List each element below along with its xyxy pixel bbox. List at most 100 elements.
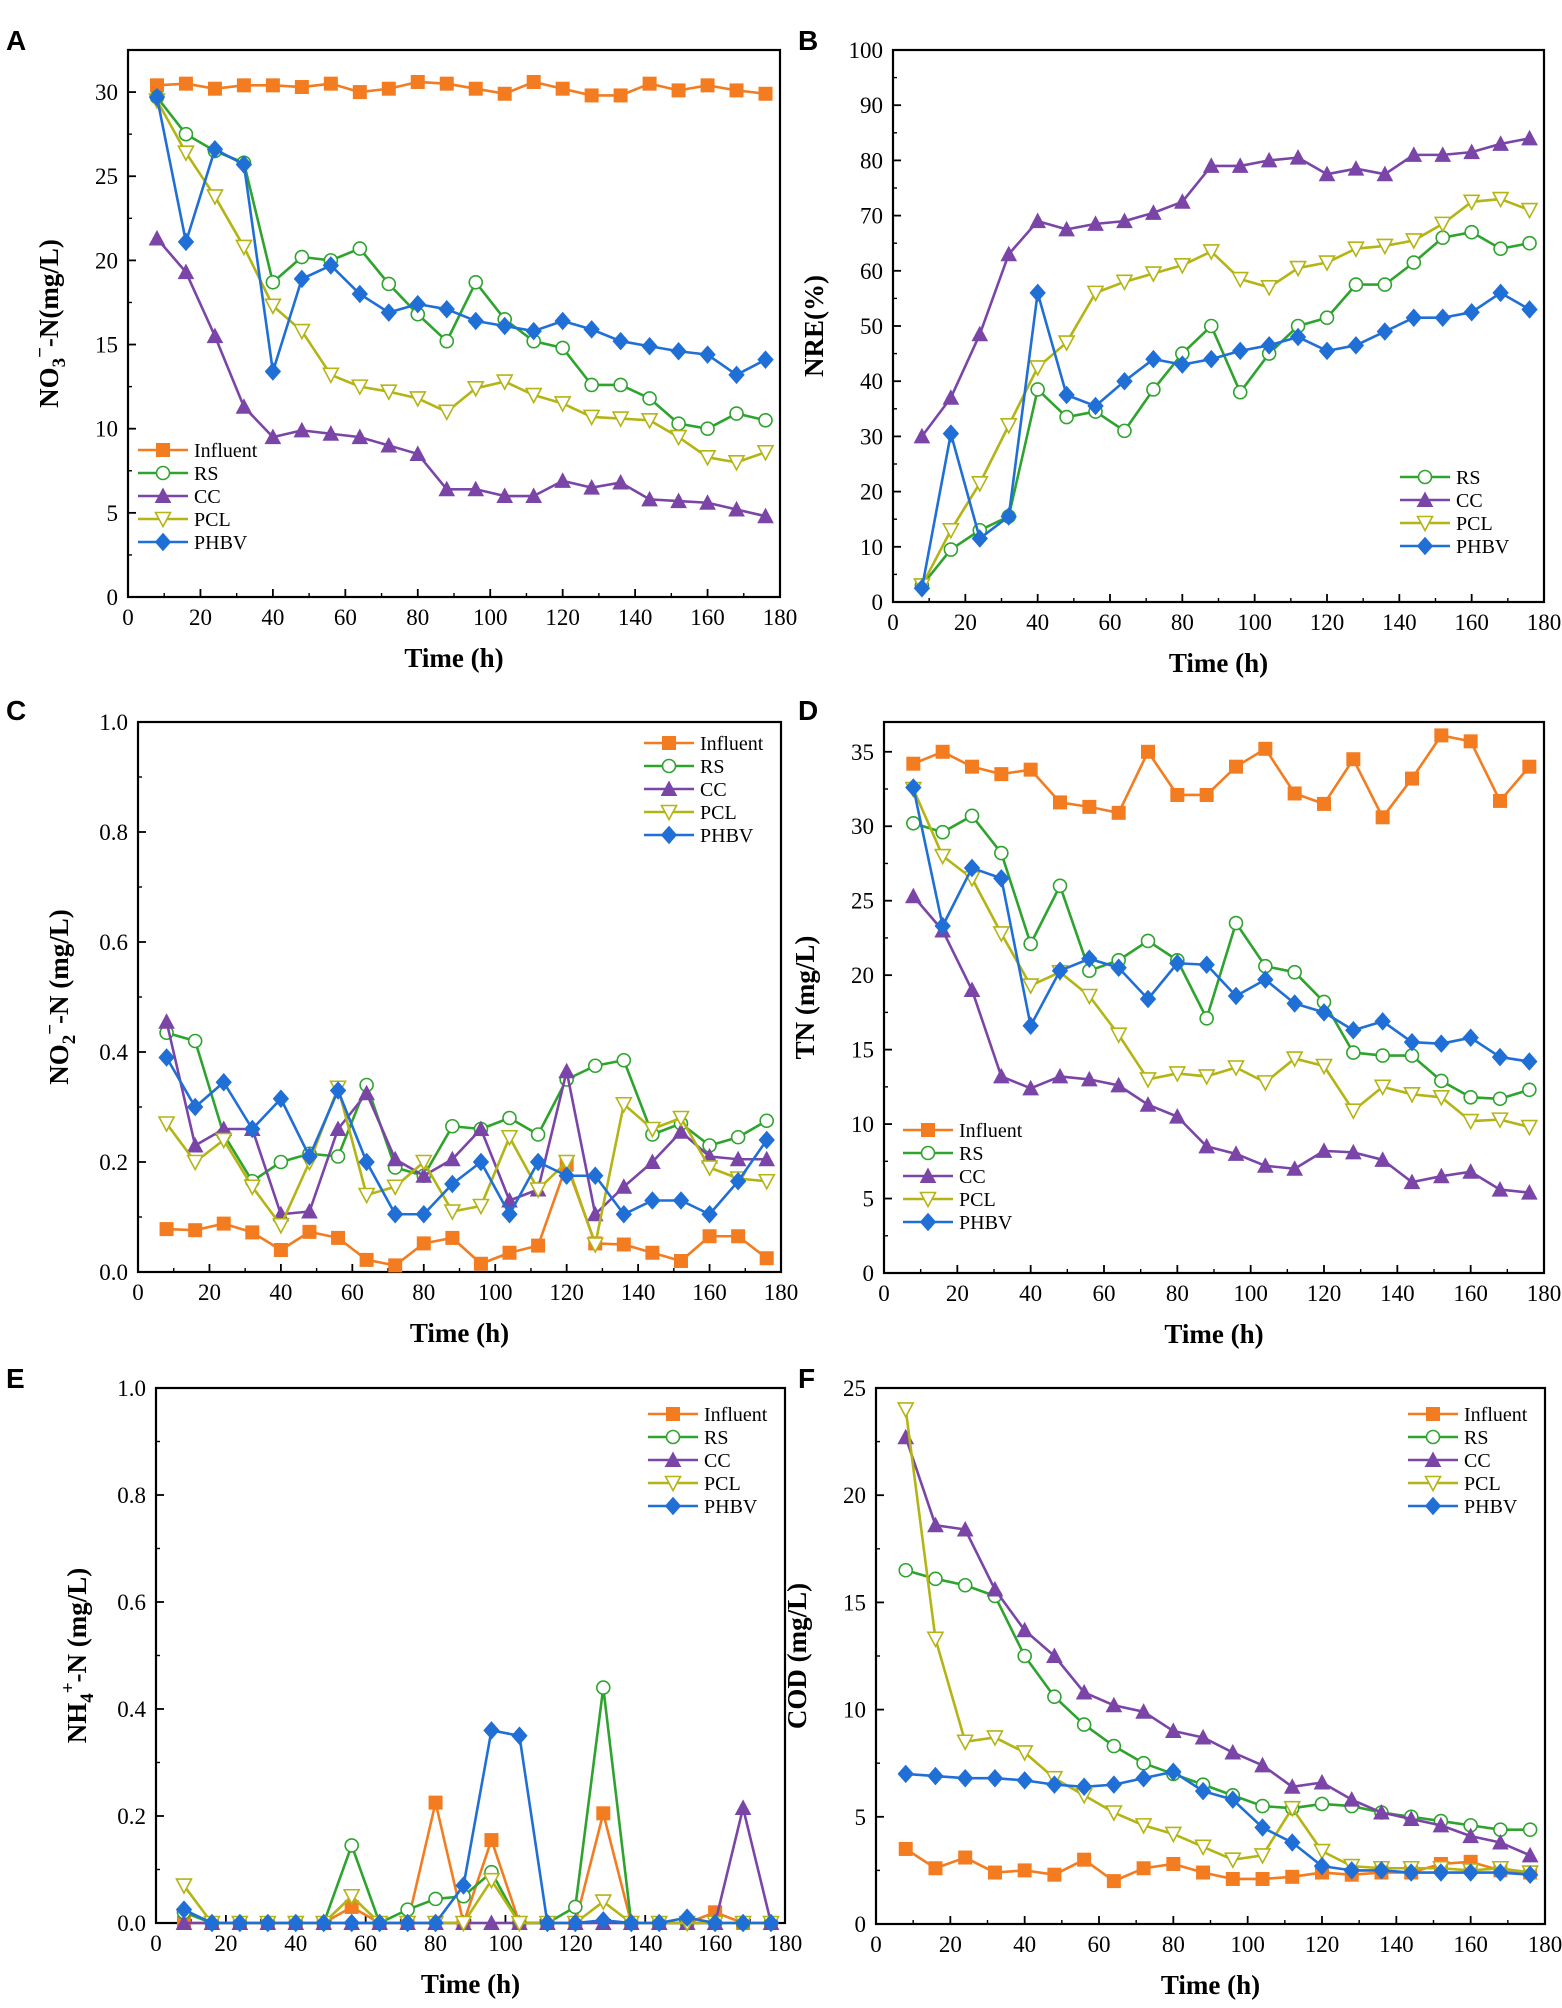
y-tick-label: 0.2 (99, 1150, 128, 1175)
x-tick-label: 180 (1527, 1281, 1562, 1306)
data-point-rs (555, 340, 570, 356)
data-point-influent (484, 1833, 499, 1848)
y-tick-label: 0 (872, 590, 884, 615)
data-point-phbv (177, 232, 195, 252)
data-point-influent (502, 1245, 517, 1260)
data-point-phbv (387, 1204, 404, 1224)
data-point-pcl (466, 380, 485, 398)
data-point-rs (700, 421, 715, 436)
y-axis-title-d: TN (mg/L) (790, 936, 820, 1060)
x-axis-title-f: Time (h) (1161, 1970, 1260, 2000)
data-point-phbv (1165, 1762, 1182, 1782)
data-point-pcl (1373, 1079, 1392, 1097)
x-tick-label: 100 (478, 1280, 513, 1305)
data-point-pcl (414, 1154, 433, 1172)
data-point-phbv (1016, 1771, 1033, 1790)
data-point-influent (1405, 771, 1419, 786)
x-tick-label: 40 (1026, 610, 1049, 635)
series-line-cc (920, 137, 1530, 438)
data-point-pcl (1173, 257, 1192, 275)
x-tick-label: 120 (1310, 610, 1345, 635)
data-point-cc (1260, 151, 1278, 168)
data-point-influent (1317, 796, 1331, 811)
x-tick-label: 140 (618, 605, 653, 630)
data-point-influent (584, 88, 599, 103)
data-point-phbv (343, 1913, 360, 1933)
data-point-cc (554, 472, 572, 488)
data-point-influent (331, 1230, 346, 1245)
data-point-phbv (415, 1204, 432, 1224)
data-point-phbv (259, 1913, 276, 1933)
data-point-cc (175, 1914, 193, 1930)
data-point-influent (596, 1806, 611, 1821)
data-point-cc (927, 1516, 944, 1533)
data-point-phbv (1284, 1833, 1301, 1852)
series-line-pcl (912, 788, 1530, 1129)
data-point-rs (1017, 1648, 1032, 1664)
data-point-rs (730, 1129, 746, 1145)
data-point-cc (758, 1150, 776, 1167)
data-point-pcl (640, 412, 659, 430)
y-tick-label: 10 (843, 1698, 866, 1723)
x-tick-label: 100 (1230, 1932, 1265, 1957)
data-point-pcl (1260, 280, 1278, 297)
data-point-phbv (472, 1152, 490, 1172)
data-point-pcl (1202, 244, 1221, 261)
series-line-influent (912, 734, 1531, 819)
data-point-pcl (1139, 1072, 1157, 1089)
data-point-phbv (1376, 322, 1394, 341)
data-point-rs (568, 1899, 583, 1915)
data-point-influent (759, 1251, 774, 1266)
data-point-cc (1286, 1160, 1304, 1176)
data-point-phbv (186, 1097, 204, 1117)
x-tick-label: 60 (1093, 1281, 1116, 1306)
data-point-pcl (322, 367, 340, 385)
legend-marker-cc (664, 1451, 682, 1467)
legend-label-rs: RS (700, 756, 724, 778)
data-point-phbv (1135, 1768, 1152, 1788)
data-point-phbv (235, 155, 253, 174)
legend-label-phbv: PHBV (704, 1496, 758, 1518)
data-point-pcl (986, 1730, 1004, 1747)
data-point-phbv (467, 311, 484, 331)
data-point-phbv (1345, 1021, 1362, 1040)
legend-label-pcl: PCL (194, 509, 231, 531)
data-point-influent (673, 1254, 688, 1268)
series-line-influent (166, 1163, 768, 1267)
data-point-influent (445, 1230, 460, 1245)
data-point-cc (1520, 1184, 1538, 1200)
data-point-phbv (293, 269, 311, 289)
x-tick-label: 180 (768, 1931, 803, 1956)
legend-label-influent: Influent (194, 440, 258, 462)
data-point-cc (186, 1136, 204, 1153)
data-point-pcl (970, 476, 989, 493)
y-tick-label: 90 (860, 93, 883, 118)
y-tick-label: 20 (95, 248, 118, 273)
x-axis-title-a: Time (h) (404, 643, 503, 673)
data-point-rs (1434, 1073, 1449, 1089)
data-point-influent (994, 767, 1009, 782)
data-point-pcl (408, 391, 427, 408)
data-point-phbv (758, 1130, 775, 1150)
data-point-pcl (1256, 1075, 1275, 1092)
data-point-pcl (582, 409, 601, 427)
data-point-phbv (1022, 1016, 1039, 1036)
data-point-pcl (206, 189, 224, 206)
x-tick-label: 120 (1307, 1281, 1342, 1306)
chart-panel-a: A 0 20 40 60 80 100 120 140 160 180 0 5 10 15 20 25 30 Tim… (6, 25, 797, 673)
data-point-pcl (1318, 255, 1336, 272)
y-tick-label: 25 (95, 164, 118, 189)
data-point-influent (497, 86, 512, 101)
legend-marker-rs (665, 1429, 681, 1445)
data-point-rs (1314, 1796, 1330, 1812)
data-point-phbv (1521, 300, 1538, 319)
legend-label-pcl: PCL (1456, 513, 1493, 535)
data-point-rs (381, 276, 397, 292)
data-point-cc (971, 325, 989, 342)
data-point-cc (1432, 1816, 1450, 1833)
data-point-phbv (963, 858, 981, 878)
series-line-cc (165, 1021, 767, 1216)
data-point-pcl (553, 396, 572, 413)
legend-label-phbv: PHBV (959, 1212, 1013, 1234)
